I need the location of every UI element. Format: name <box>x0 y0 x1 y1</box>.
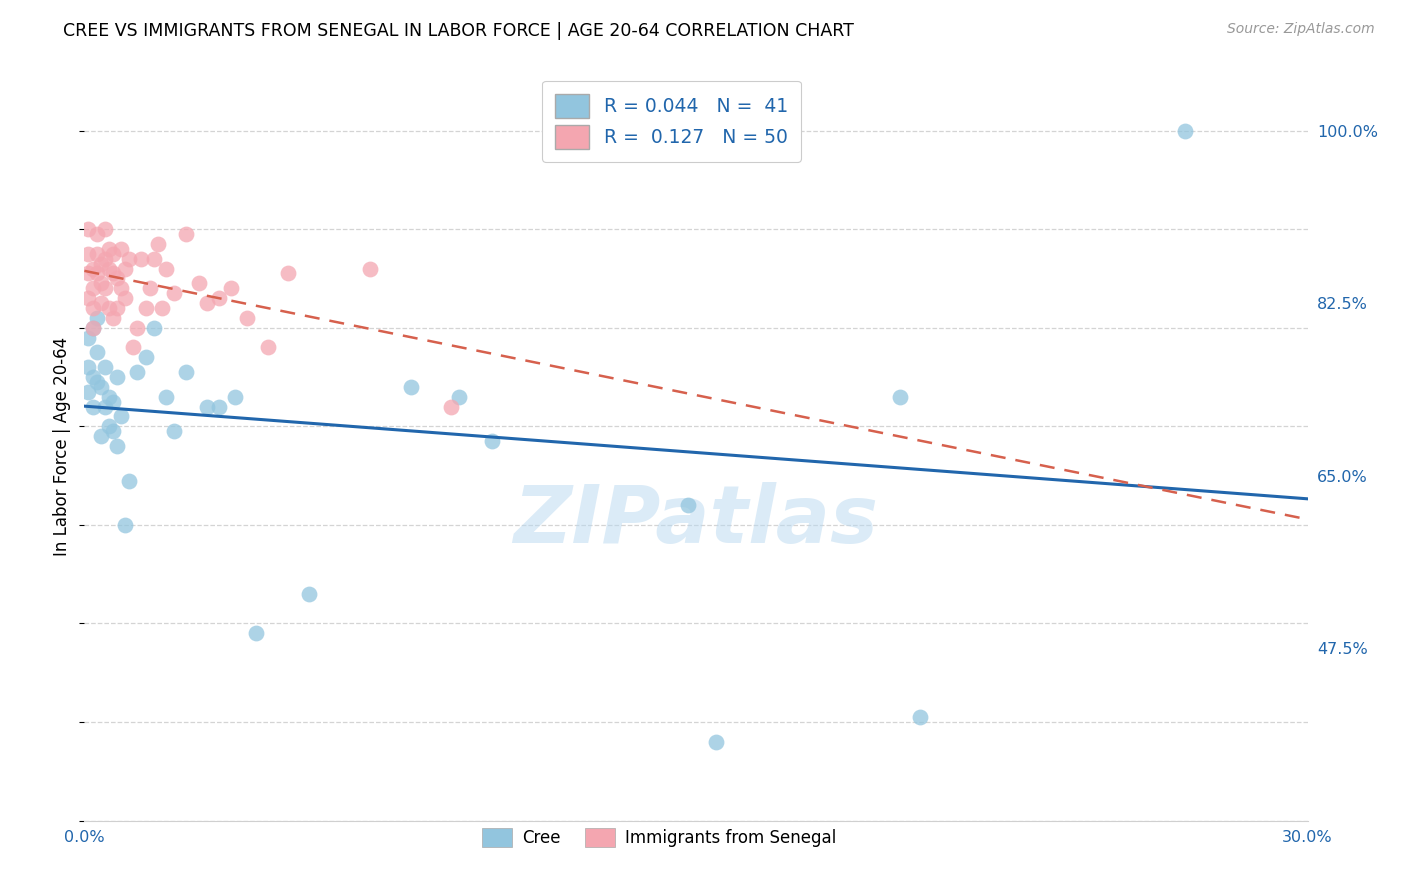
Point <box>150 301 173 315</box>
Point <box>359 261 381 276</box>
Point <box>889 390 911 404</box>
Point <box>187 277 209 291</box>
Point <box>245 626 267 640</box>
Point <box>86 375 108 389</box>
Point <box>105 301 128 315</box>
Point <box>135 301 157 315</box>
Point <box>82 400 104 414</box>
Text: Source: ZipAtlas.com: Source: ZipAtlas.com <box>1227 22 1375 37</box>
Point <box>174 365 197 379</box>
Point <box>82 320 104 334</box>
Point <box>101 310 124 325</box>
Point <box>93 281 115 295</box>
Point <box>127 320 149 334</box>
Point <box>82 261 104 276</box>
Point <box>97 242 120 256</box>
Point <box>257 340 280 354</box>
Point <box>93 222 115 236</box>
Point <box>449 390 471 404</box>
Point <box>101 267 124 281</box>
Point <box>122 340 145 354</box>
Point <box>105 370 128 384</box>
Point <box>208 400 231 414</box>
Point <box>82 320 104 334</box>
Point <box>93 400 115 414</box>
Point <box>77 291 100 305</box>
Point <box>86 246 108 260</box>
Point <box>77 222 100 236</box>
Point <box>101 394 124 409</box>
Point <box>135 351 157 365</box>
Point <box>440 400 463 414</box>
Point <box>90 277 112 291</box>
Point <box>277 267 299 281</box>
Point <box>224 390 246 404</box>
Point <box>676 498 699 512</box>
Point <box>155 261 177 276</box>
Point <box>118 252 141 266</box>
Point <box>142 252 165 266</box>
Point <box>110 281 132 295</box>
Point <box>131 252 153 266</box>
Point <box>127 365 149 379</box>
Point <box>93 252 115 266</box>
Point <box>82 370 104 384</box>
Point <box>910 710 932 724</box>
Point <box>114 261 136 276</box>
Point <box>82 281 104 295</box>
Point <box>77 267 100 281</box>
Point <box>82 301 104 315</box>
Point <box>77 384 100 399</box>
Point <box>86 345 108 359</box>
Point <box>86 310 108 325</box>
Point <box>146 236 169 251</box>
Point <box>110 242 132 256</box>
Point <box>90 380 112 394</box>
Y-axis label: In Labor Force | Age 20-64: In Labor Force | Age 20-64 <box>53 336 72 556</box>
Point <box>399 380 422 394</box>
Point <box>90 257 112 271</box>
Point <box>97 261 120 276</box>
Point <box>101 246 124 260</box>
Point <box>163 424 186 438</box>
Point <box>97 419 120 434</box>
Point <box>97 301 120 315</box>
Point <box>118 474 141 488</box>
Point <box>77 330 100 344</box>
Point <box>219 281 242 295</box>
Point <box>90 429 112 443</box>
Point <box>110 409 132 424</box>
Point <box>1174 123 1197 137</box>
Point <box>105 439 128 453</box>
Point <box>195 296 218 310</box>
Point <box>101 424 124 438</box>
Point <box>208 291 231 305</box>
Point <box>97 390 120 404</box>
Point <box>77 360 100 375</box>
Point <box>105 271 128 285</box>
Point <box>155 390 177 404</box>
Point <box>174 227 197 241</box>
Point <box>236 310 259 325</box>
Point <box>86 227 108 241</box>
Point <box>93 360 115 375</box>
Point <box>706 735 728 749</box>
Point <box>163 286 186 301</box>
Point <box>77 246 100 260</box>
Point <box>142 320 165 334</box>
Point <box>114 291 136 305</box>
Point <box>90 296 112 310</box>
Point <box>195 400 218 414</box>
Text: CREE VS IMMIGRANTS FROM SENEGAL IN LABOR FORCE | AGE 20-64 CORRELATION CHART: CREE VS IMMIGRANTS FROM SENEGAL IN LABOR… <box>63 22 855 40</box>
Point <box>114 517 136 532</box>
Legend: Cree, Immigrants from Senegal: Cree, Immigrants from Senegal <box>475 821 844 854</box>
Point <box>86 267 108 281</box>
Point <box>481 434 503 448</box>
Point <box>138 281 160 295</box>
Point <box>298 587 321 601</box>
Text: ZIPatlas: ZIPatlas <box>513 482 879 560</box>
